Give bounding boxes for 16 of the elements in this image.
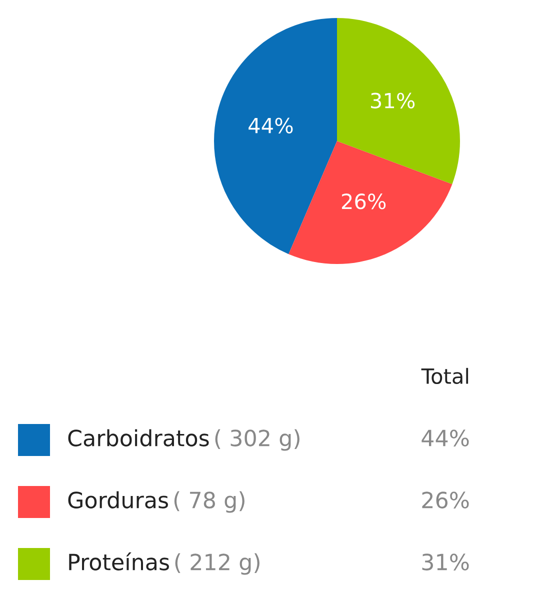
text: 31% <box>422 554 469 570</box>
legend-label: Proteínas <box>69 552 169 570</box>
data-label: 31% <box>371 92 415 108</box>
pie-slice <box>214 18 337 254</box>
text: ( 302 g) <box>215 429 300 451</box>
pie-slice <box>288 141 452 264</box>
data-label: 44% <box>248 118 293 134</box>
text: ( 212 g) <box>175 553 260 575</box>
legend-label: Carboidratos <box>68 429 209 446</box>
pie-slice <box>337 18 460 184</box>
legend-label: Gorduras <box>68 491 168 508</box>
text: 44% <box>422 430 469 446</box>
text: ( 78 g) <box>174 491 244 513</box>
text: 26% <box>422 492 469 508</box>
text: Total <box>421 368 468 384</box>
data-label: 26% <box>342 193 386 210</box>
